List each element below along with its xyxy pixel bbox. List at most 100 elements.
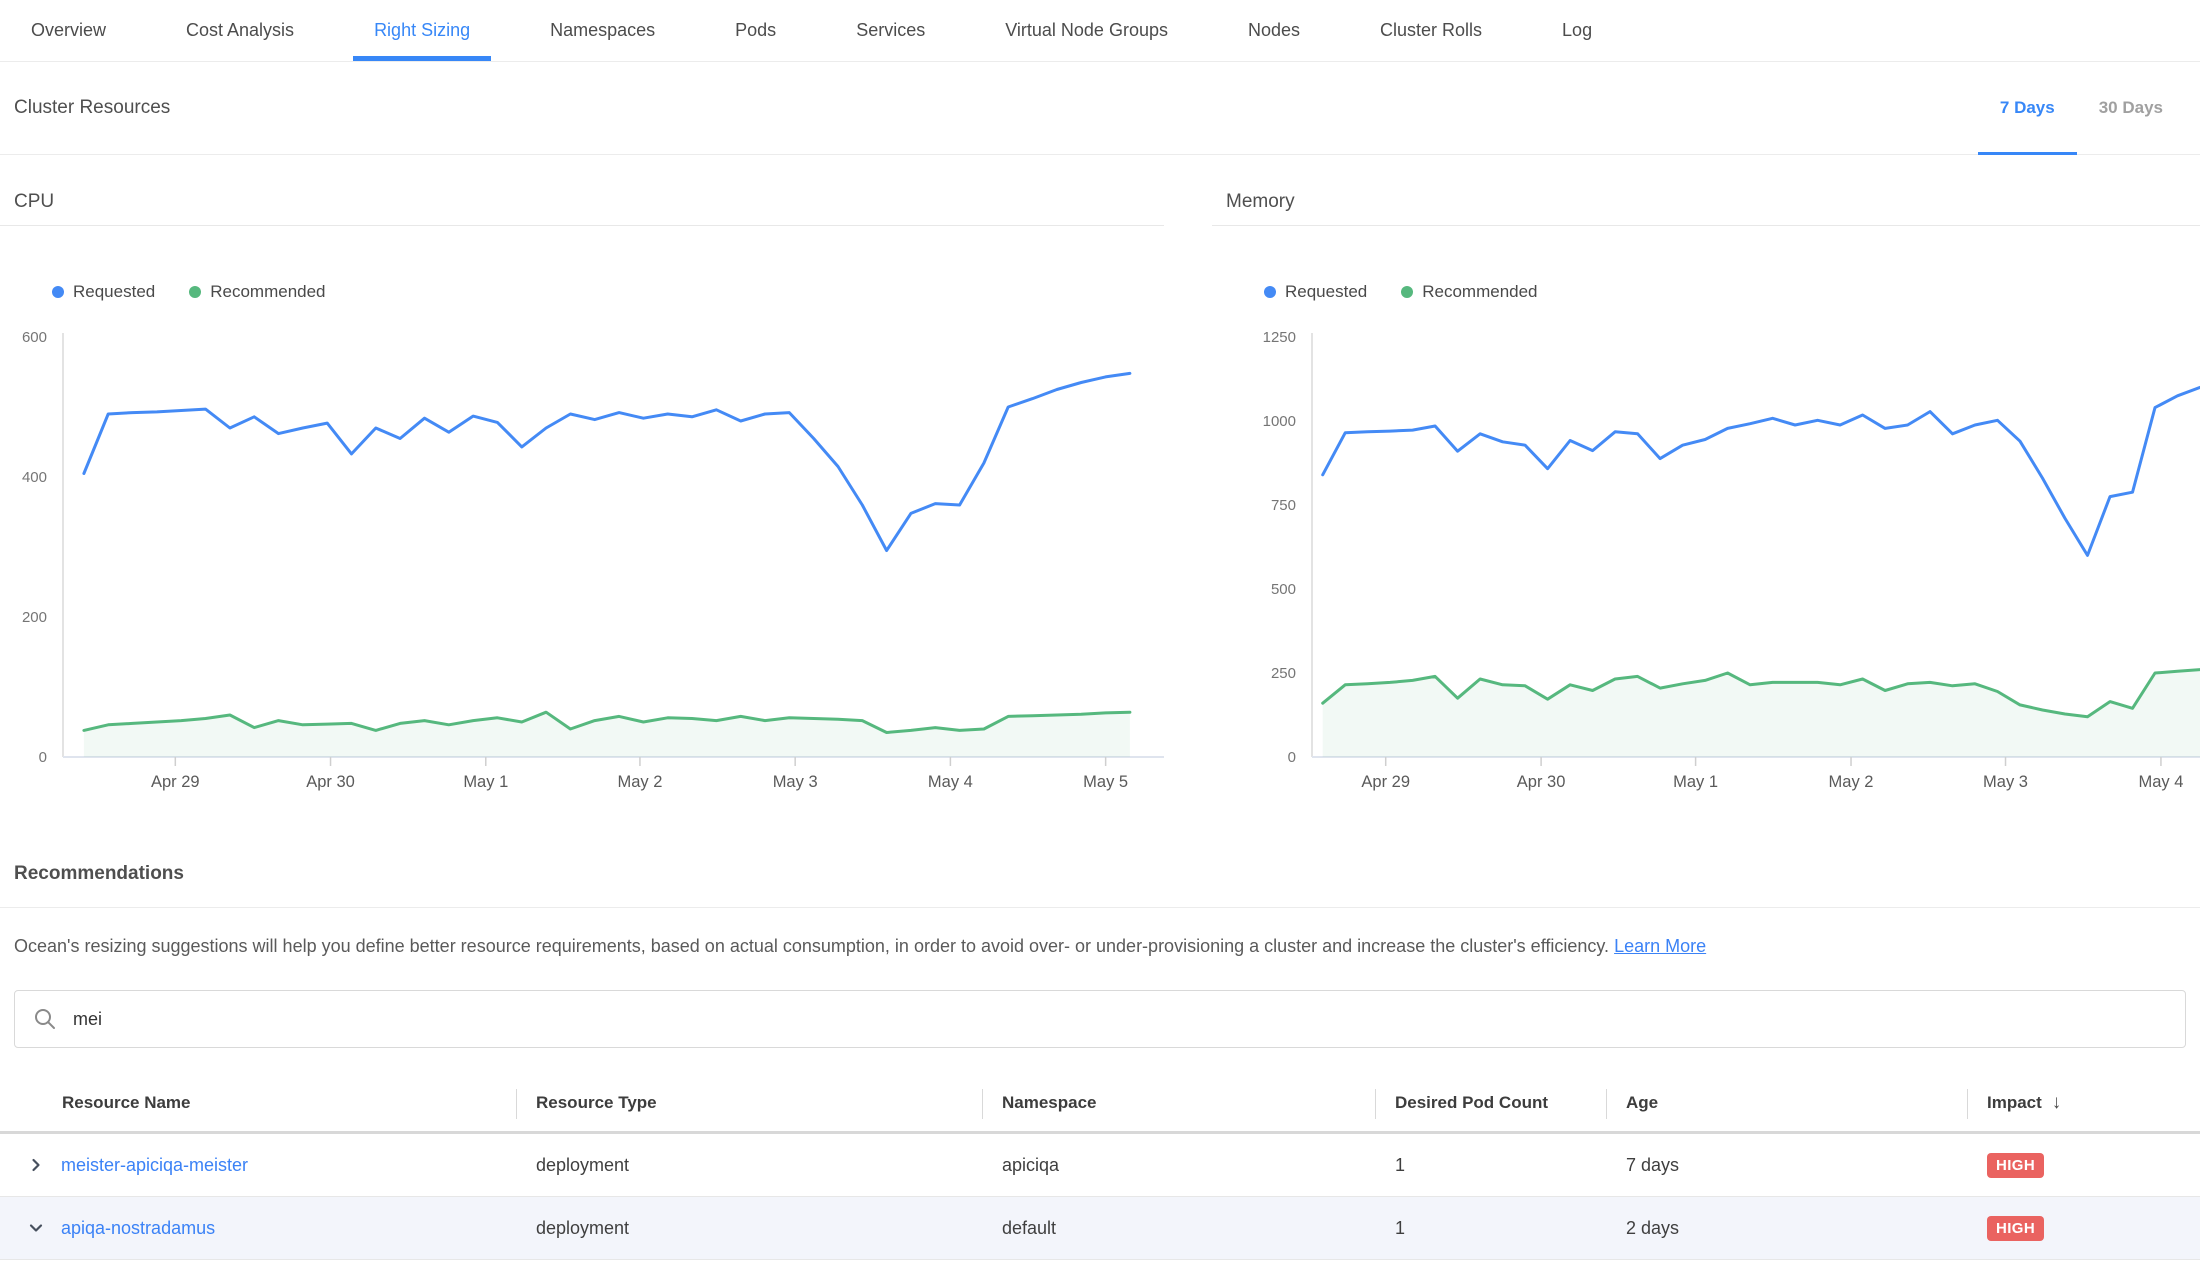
impact-badge: HIGH	[1987, 1216, 2044, 1241]
resource-name-cell: meister-apiciqa-meister	[0, 1155, 516, 1176]
svg-text:750: 750	[1271, 497, 1296, 514]
age-cell: 2 days	[1606, 1218, 1967, 1239]
column-header-resource-name[interactable]: Resource Name	[0, 1074, 516, 1131]
legend-item-requested[interactable]: Requested	[52, 282, 155, 302]
desired-pod-count-cell: 1	[1375, 1155, 1606, 1176]
tab-pods[interactable]: Pods	[714, 0, 797, 61]
cpu-chart-legend: Requested Recommended	[52, 282, 1164, 302]
column-header-label: Namespace	[1002, 1093, 1097, 1113]
search-icon	[33, 1007, 57, 1031]
svg-text:500: 500	[1271, 581, 1296, 598]
impact-badge: HIGH	[1987, 1153, 2044, 1178]
column-header-label: Desired Pod Count	[1395, 1093, 1548, 1113]
recommendations-title: Recommendations	[0, 863, 2200, 908]
time-range-toggle: 7 Days30 Days	[1978, 62, 2200, 154]
sort-descending-icon: ↓	[2052, 1092, 2062, 1114]
svg-text:250: 250	[1271, 665, 1296, 682]
tab-cost-analysis[interactable]: Cost Analysis	[165, 0, 315, 61]
range-tab-7-days[interactable]: 7 Days	[1978, 62, 2077, 154]
chevron-down-icon[interactable]	[26, 1218, 46, 1238]
svg-text:May 4: May 4	[2138, 773, 2183, 791]
legend-item-recommended[interactable]: Recommended	[1401, 282, 1537, 302]
column-header-label: Impact	[1987, 1093, 2042, 1113]
column-header-namespace[interactable]: Namespace	[982, 1074, 1375, 1131]
cpu-chart-section: CPU RequestedRecommended 6004002000Apr 2…	[0, 191, 1164, 797]
range-tab-30-days[interactable]: 30 Days	[2077, 62, 2185, 154]
recommendations-description-text: Ocean's resizing suggestions will help y…	[14, 936, 1609, 956]
column-header-resource-type[interactable]: Resource Type	[516, 1074, 982, 1131]
memory-chart-canvas: 125010007505002500Apr 29Apr 30May 1May 2…	[1212, 322, 2200, 797]
recommended-legend-dot-icon	[1401, 286, 1413, 298]
tab-overview[interactable]: Overview	[10, 0, 127, 61]
tab-right-sizing[interactable]: Right Sizing	[353, 0, 491, 61]
cpu-chart-svg: 6004002000Apr 29Apr 30May 1May 2May 3May…	[0, 322, 1164, 797]
svg-text:May 2: May 2	[1829, 773, 1874, 791]
learn-more-link[interactable]: Learn More	[1614, 936, 1706, 956]
svg-text:Apr 29: Apr 29	[1361, 773, 1410, 791]
legend-label: Recommended	[210, 282, 325, 302]
svg-text:Apr 30: Apr 30	[1517, 773, 1566, 791]
recommendations-table: Resource Name Resource Type Namespace Desir…	[0, 1074, 2200, 1260]
namespace-cell: default	[982, 1218, 1375, 1239]
memory-chart-legend: Requested Recommended	[1264, 282, 2200, 302]
svg-text:May 1: May 1	[463, 773, 508, 791]
svg-text:600: 600	[22, 329, 47, 346]
memory-chart-section: Memory RequestedRecommended 125010007505…	[1212, 191, 2200, 797]
svg-text:400: 400	[22, 469, 47, 486]
memory-requested-line	[1323, 387, 2200, 555]
tab-virtual-node-groups[interactable]: Virtual Node Groups	[984, 0, 1189, 61]
column-header-impact[interactable]: Impact ↓	[1967, 1074, 2200, 1131]
legend-item-recommended[interactable]: Recommended	[189, 282, 325, 302]
desired-pod-count-cell: 1	[1375, 1218, 1606, 1239]
svg-text:0: 0	[39, 749, 47, 766]
column-header-label: Age	[1626, 1093, 1658, 1113]
svg-text:May 5: May 5	[1083, 773, 1128, 791]
svg-text:May 3: May 3	[773, 773, 818, 791]
recommendations-description: Ocean's resizing suggestions will help y…	[14, 934, 2186, 958]
svg-text:1250: 1250	[1263, 329, 1296, 346]
legend-label: Requested	[73, 282, 155, 302]
impact-cell: HIGH	[1967, 1153, 2200, 1178]
requested-legend-dot-icon	[1264, 286, 1276, 298]
legend-label: Requested	[1285, 282, 1367, 302]
svg-text:200: 200	[22, 609, 47, 626]
svg-text:May 4: May 4	[928, 773, 973, 791]
resource-name-link[interactable]: apiqa-nostradamus	[61, 1218, 215, 1239]
legend-item-requested[interactable]: Requested	[1264, 282, 1367, 302]
search-input[interactable]	[71, 1008, 2167, 1031]
resource-name-link[interactable]: meister-apiciqa-meister	[61, 1155, 248, 1176]
table-body: meister-apiciqa-meisterdeploymentapiciqa…	[0, 1134, 2200, 1260]
cpu-chart-title: CPU	[0, 191, 1164, 226]
chevron-right-icon[interactable]	[26, 1155, 46, 1175]
requested-legend-dot-icon	[52, 286, 64, 298]
tab-services[interactable]: Services	[835, 0, 946, 61]
memory-chart-title: Memory	[1212, 191, 2200, 226]
column-header-age[interactable]: Age	[1606, 1074, 1967, 1131]
cluster-resources-header: Cluster Resources 7 Days30 Days	[0, 62, 2200, 155]
tab-cluster-rolls[interactable]: Cluster Rolls	[1359, 0, 1503, 61]
cpu-chart-canvas: 6004002000Apr 29Apr 30May 1May 2May 3May…	[0, 322, 1164, 797]
svg-text:0: 0	[1288, 749, 1296, 766]
column-header-label: Resource Type	[536, 1093, 657, 1113]
legend-label: Recommended	[1422, 282, 1537, 302]
tab-log[interactable]: Log	[1541, 0, 1613, 61]
tab-namespaces[interactable]: Namespaces	[529, 0, 676, 61]
svg-text:May 1: May 1	[1673, 773, 1718, 791]
cpu-requested-line	[84, 373, 1130, 550]
recommended-legend-dot-icon	[189, 286, 201, 298]
svg-text:Apr 30: Apr 30	[306, 773, 355, 791]
svg-text:May 3: May 3	[1983, 773, 2028, 791]
age-cell: 7 days	[1606, 1155, 1967, 1176]
column-header-label: Resource Name	[62, 1093, 191, 1113]
column-header-desired-pod-count[interactable]: Desired Pod Count	[1375, 1074, 1606, 1131]
main-tab-bar: Overview Cost Analysis Right Sizing Namespa…	[0, 0, 2200, 62]
impact-cell: HIGH	[1967, 1216, 2200, 1241]
charts-row: CPU Requested Recommended 600 400 200 0 Apr 2…	[0, 191, 2200, 797]
svg-text:May 2: May 2	[617, 773, 662, 791]
search-box	[14, 990, 2186, 1048]
tab-nodes[interactable]: Nodes	[1227, 0, 1321, 61]
table-row[interactable]: meister-apiciqa-meisterdeploymentapiciqa…	[0, 1134, 2200, 1197]
resource-name-cell: apiqa-nostradamus	[0, 1218, 516, 1239]
table-row[interactable]: apiqa-nostradamusdeploymentdefault12 day…	[0, 1197, 2200, 1260]
namespace-cell: apiciqa	[982, 1155, 1375, 1176]
